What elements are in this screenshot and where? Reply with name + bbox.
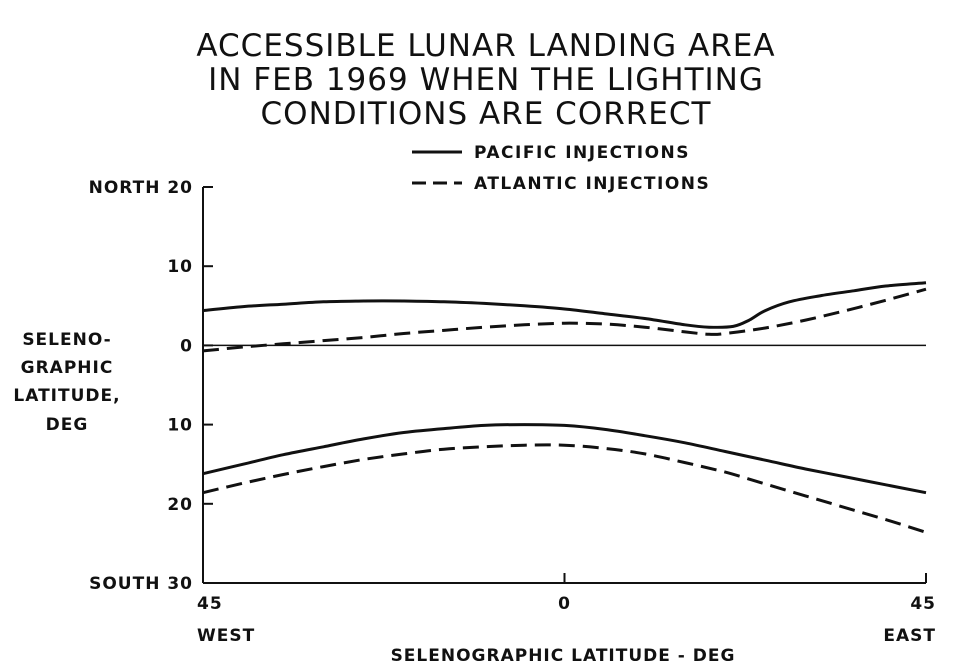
y-tick-label-5: SOUTH 30	[89, 574, 193, 594]
x-tick-label-2: 45	[910, 594, 936, 614]
series-line-pacific-upper	[202, 281, 927, 329]
series-line-pacific-lower	[202, 423, 927, 495]
x-axis-label: SELENOGRAPHIC LATITUDE - DEG	[391, 646, 736, 666]
y-tick-label-4: 20	[167, 495, 193, 515]
y-tick-label-2: 0	[180, 336, 193, 356]
x-ticks: 45 WEST 0 45 EAST	[197, 573, 936, 646]
y-axis-label: SELENO- GRAPHIC LATITUDE, DEG	[13, 330, 120, 435]
y-ticks: NORTH 20 10 0 10 20 SOUTH 30	[89, 178, 213, 594]
series-line-atlantic-upper	[202, 287, 927, 353]
series-lines	[202, 281, 927, 534]
y-tick-label-3: 10	[167, 416, 193, 436]
y-tick-label-0: NORTH 20	[89, 178, 193, 198]
chart-title-line-3: CONDITIONS ARE CORRECT	[261, 96, 712, 132]
x-tick-sublabel-2: EAST	[883, 626, 936, 646]
legend: PACIFIC INJECTIONS ATLANTIC INJECTIONS	[412, 143, 710, 194]
x-tick-label-1: 0	[558, 594, 571, 614]
y-axis-label-line-3: LATITUDE,	[13, 386, 120, 406]
x-tick-label-0: 45	[197, 594, 223, 614]
x-tick-sublabel-0: WEST	[197, 626, 255, 646]
y-tick-label-1: 10	[167, 257, 193, 277]
chart-title: ACCESSIBLE LUNAR LANDING AREA IN FEB 196…	[196, 28, 775, 132]
series-line-atlantic-lower	[202, 443, 927, 534]
legend-label-pacific: PACIFIC INJECTIONS	[474, 143, 690, 163]
chart-title-line-1: ACCESSIBLE LUNAR LANDING AREA	[196, 28, 775, 64]
chart-title-line-2: IN FEB 1969 WHEN THE LIGHTING	[208, 62, 764, 98]
y-axis-label-line-2: GRAPHIC	[21, 358, 114, 378]
legend-label-atlantic: ATLANTIC INJECTIONS	[474, 174, 710, 194]
axes	[202, 187, 926, 584]
y-axis-label-line-1: SELENO-	[22, 330, 111, 350]
y-axis-label-line-4: DEG	[46, 415, 89, 435]
